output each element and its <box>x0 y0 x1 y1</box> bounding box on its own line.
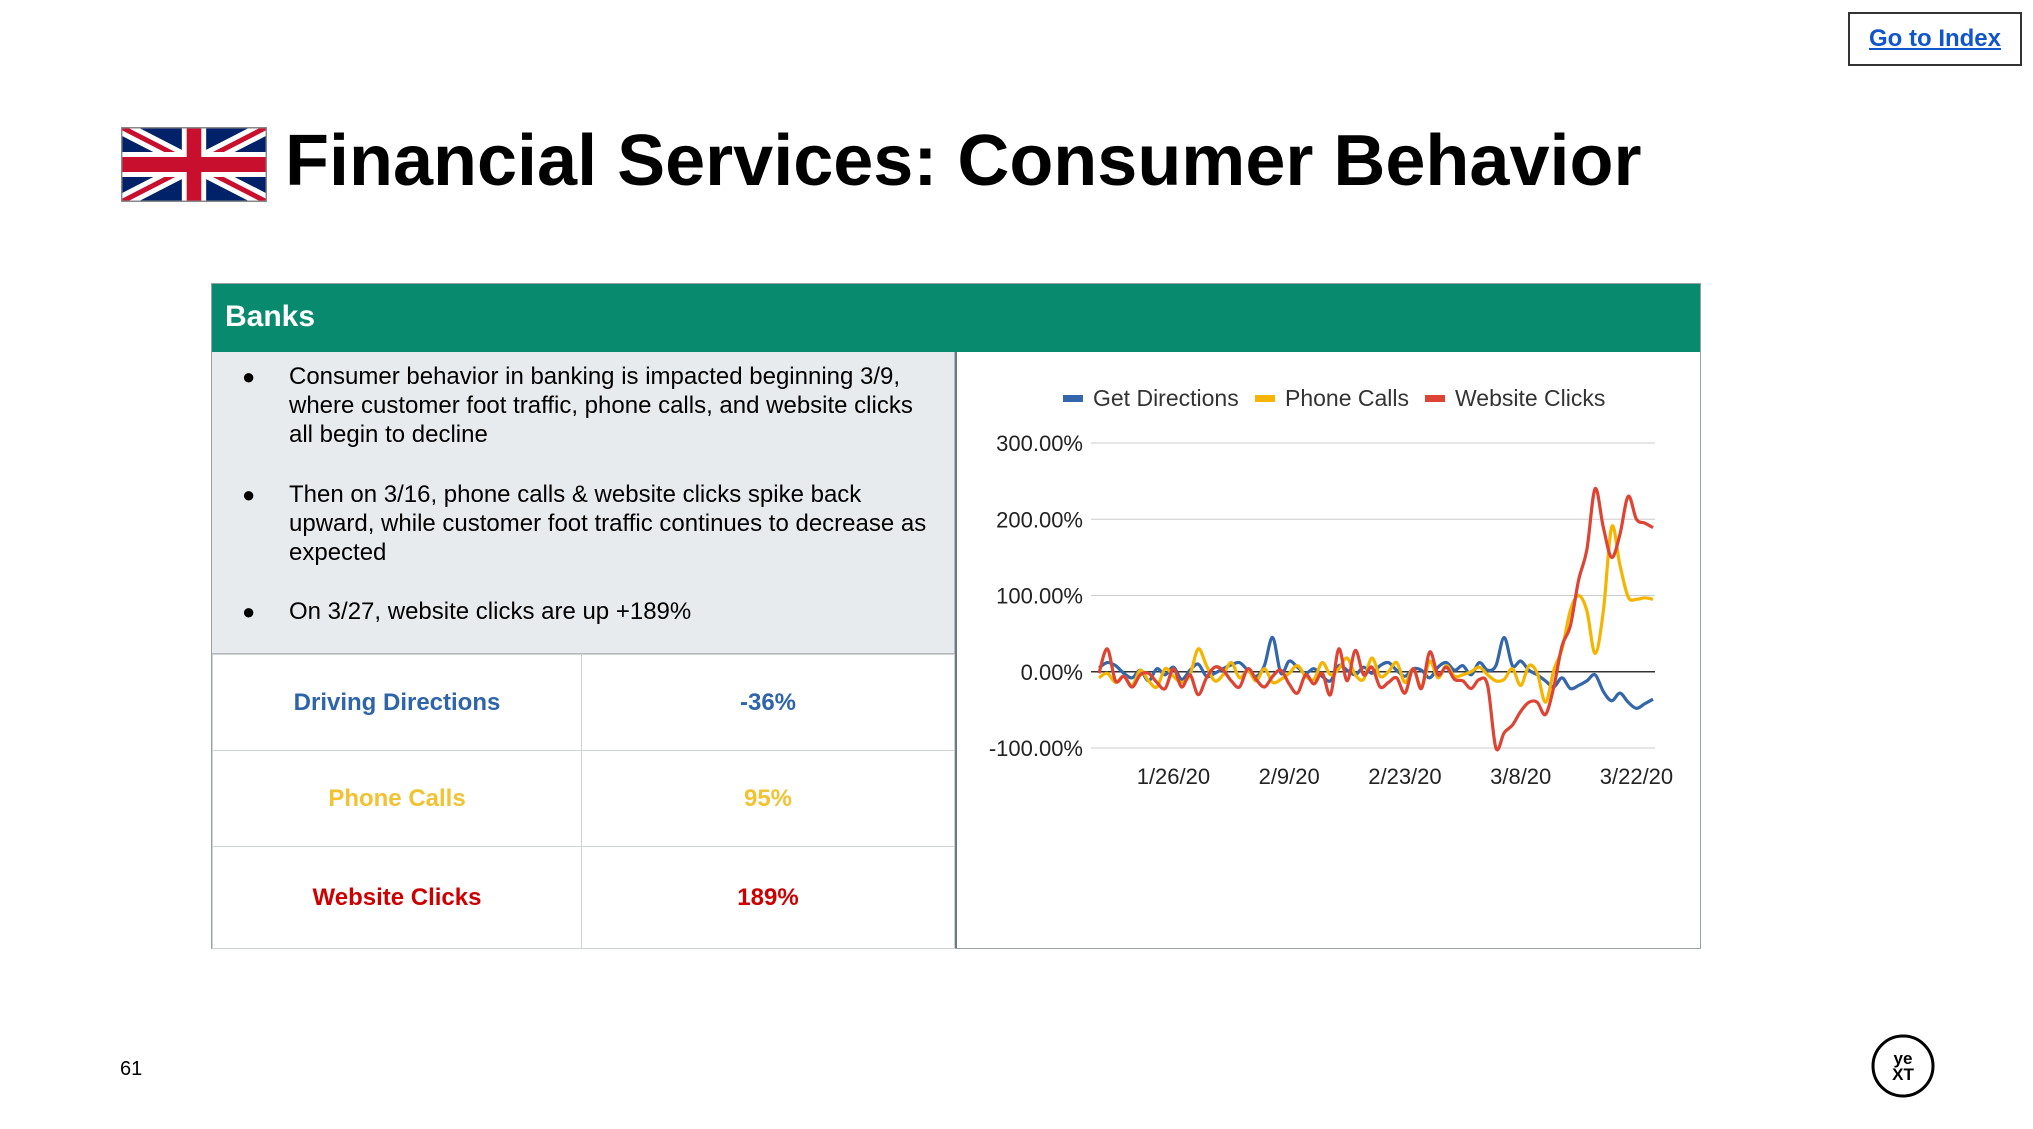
x-tick-label: 2/9/20 <box>1259 764 1320 789</box>
y-tick-label: -100.00% <box>989 736 1083 761</box>
svg-text:ye: ye <box>1894 1049 1913 1068</box>
x-tick-label: 1/26/20 <box>1137 764 1210 789</box>
table-row: Website Clicks 189% <box>212 846 955 949</box>
bullet-list: ● Consumer behavior in banking is impact… <box>212 352 955 654</box>
uk-flag-icon <box>121 127 267 202</box>
y-tick-label: 0.00% <box>1021 660 1083 685</box>
legend-label: Website Clicks <box>1455 385 1605 411</box>
stats-table: Driving Directions -36% Phone Calls 95% … <box>212 654 955 949</box>
bullet-dot: ● <box>242 599 256 624</box>
x-tick-label: 3/8/20 <box>1490 764 1551 789</box>
stat-label-website: Website Clicks <box>212 846 582 949</box>
stat-label-phone: Phone Calls <box>212 750 582 847</box>
stat-value-directions: -36% <box>581 654 955 751</box>
svg-text:XT: XT <box>1892 1065 1914 1084</box>
panel-header-label: Banks <box>225 300 316 333</box>
stat-value-website: 189% <box>581 846 955 949</box>
chart-container: 300.00% 200.00% 100.00% 0.00% -100.00% 1/26/2… <box>955 352 1700 948</box>
legend-label: Phone Calls <box>1285 385 1409 411</box>
bullet-text: Consumer behavior in banking is impacted… <box>289 363 913 448</box>
page-number: 61 <box>120 1058 143 1080</box>
stat-label-directions: Driving Directions <box>212 654 582 751</box>
x-tick-label: 3/22/20 <box>1600 764 1673 789</box>
legend-label: Get Directions <box>1093 385 1239 411</box>
y-tick-label: 100.00% <box>996 584 1083 609</box>
yext-logo-icon: ye XT <box>1871 1034 1935 1098</box>
panel-header: Banks <box>212 284 1700 352</box>
stat-value-phone: 95% <box>581 750 955 847</box>
table-row: Driving Directions -36% <box>212 654 955 751</box>
bullet-text: On 3/27, website clicks are up +189% <box>289 598 692 625</box>
go-to-index-link[interactable]: Go to Index <box>1869 25 2001 52</box>
x-tick-label: 2/23/20 <box>1368 764 1441 789</box>
table-row: Phone Calls 95% <box>212 750 955 847</box>
bullet-dot: ● <box>242 364 256 389</box>
series-line-website-clicks <box>1097 487 1654 752</box>
legend-swatch <box>1063 395 1083 402</box>
bullet-dot: ● <box>242 482 256 507</box>
banks-panel: Banks ● Consumer behavior in banking is … <box>211 283 1701 949</box>
bullet-text: Then on 3/16, phone calls & website clic… <box>289 481 927 566</box>
legend-swatch <box>1425 395 1445 402</box>
line-chart: 300.00% 200.00% 100.00% 0.00% -100.00% 1/26/2… <box>989 385 1673 789</box>
legend-swatch <box>1255 395 1275 402</box>
y-tick-label: 200.00% <box>996 507 1083 532</box>
page-title: Financial Services: Consumer Behavior <box>285 121 1642 201</box>
go-to-index-box: Go to Index <box>1848 12 2022 66</box>
y-tick-label: 300.00% <box>996 431 1083 456</box>
